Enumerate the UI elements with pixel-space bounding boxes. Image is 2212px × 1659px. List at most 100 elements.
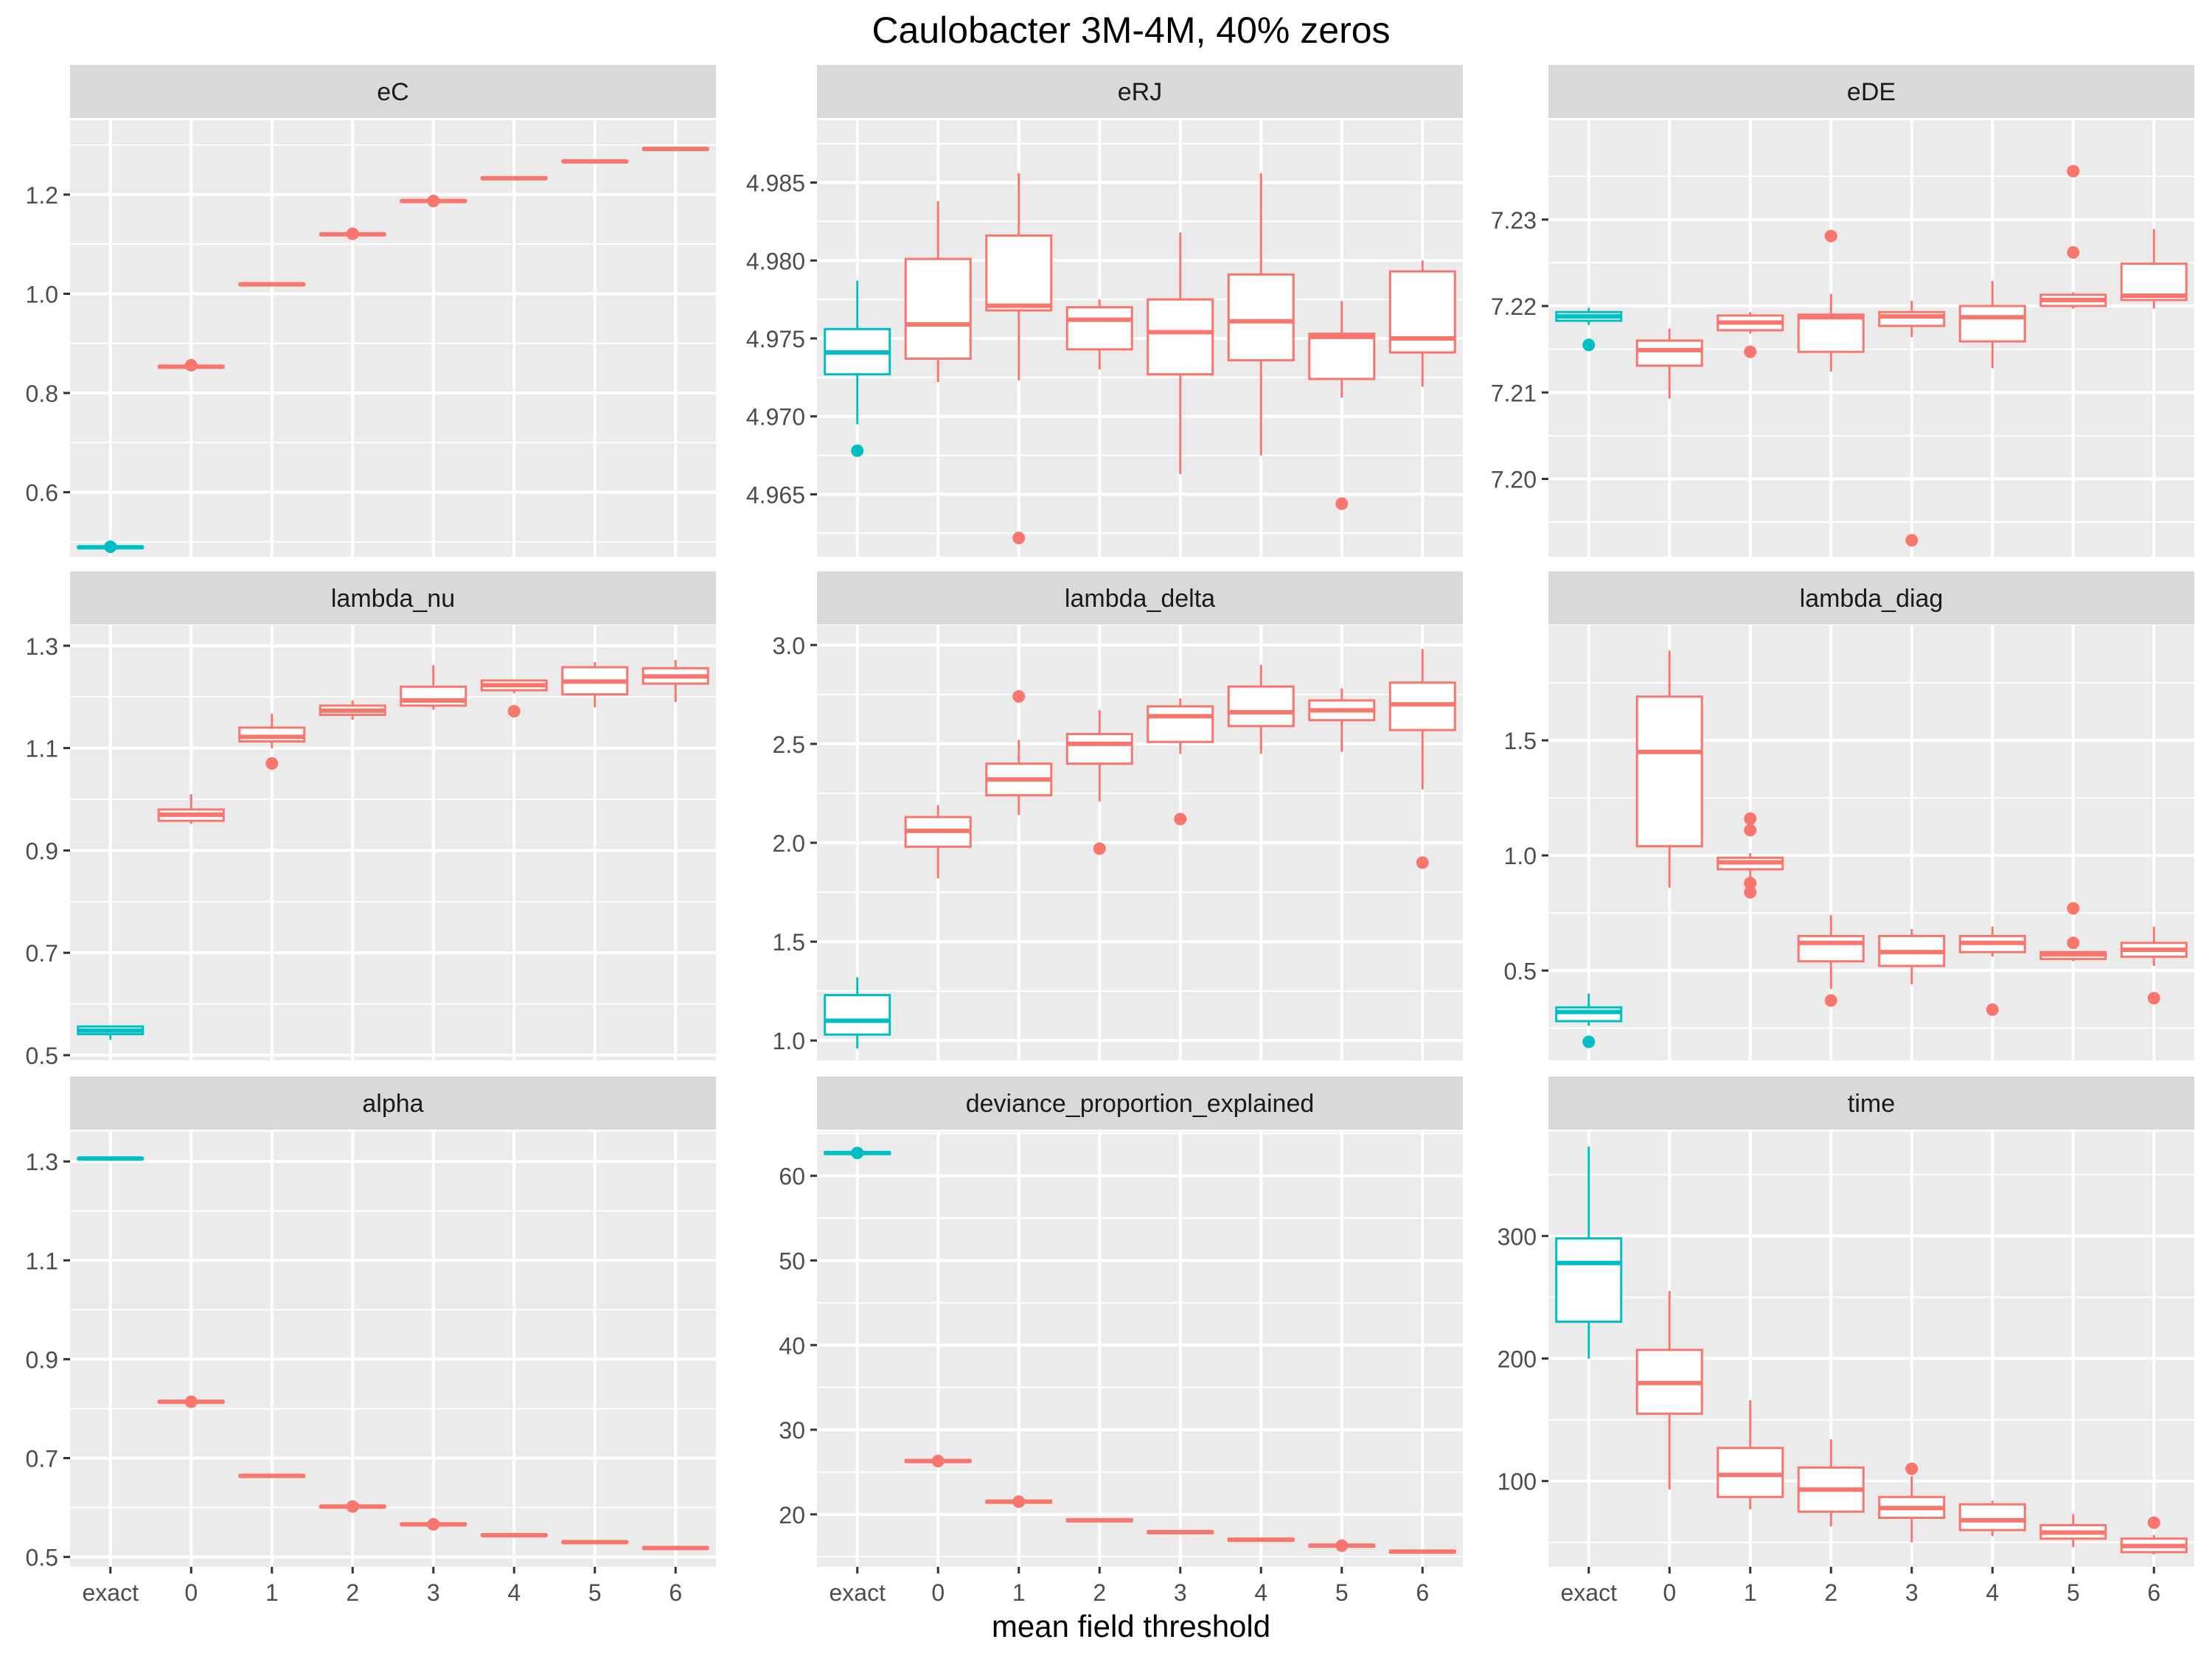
y-tick-label: 2.5 <box>773 731 805 758</box>
box-6 <box>2120 926 2188 1005</box>
facet-strip-label: lambda_nu <box>331 585 455 613</box>
box-1 <box>985 173 1053 545</box>
x-tick-label: 5 <box>588 1579 602 1606</box>
facet-strip <box>70 1077 716 1130</box>
box-2 <box>319 1500 386 1513</box>
box-iqr <box>1958 1503 2026 1531</box>
y-tick-label: 0.6 <box>26 480 58 507</box>
y-tick-label: 1.3 <box>26 1149 58 1175</box>
facet-strip-label: eRJ <box>1118 78 1162 106</box>
box-0 <box>157 358 225 372</box>
facet-panel-eDE: eDE 7.20 7.21 7.22 7.23 <box>1491 65 2194 557</box>
facet-panel-lambda_delta: lambda_delta 1.0 1.5 2.0 2.5 3.0 <box>773 571 1463 1060</box>
y-tick-label: 50 <box>779 1248 805 1274</box>
outlier-point <box>184 1395 198 1408</box>
y-tick-label: 1.1 <box>26 736 58 762</box>
box-iqr <box>1797 313 1865 353</box>
x-tick-label: 4 <box>1254 1579 1267 1606</box>
box-5 <box>561 1540 629 1545</box>
y-tick-label: 7.21 <box>1491 380 1537 406</box>
box-2 <box>1797 1439 1865 1527</box>
y-tick-label: 1.5 <box>773 929 805 956</box>
outlier-point <box>507 705 521 718</box>
panel-background <box>70 120 716 557</box>
facet-strip <box>70 571 716 625</box>
y-tick-label: 0.5 <box>1504 958 1537 984</box>
box-5 <box>1308 688 1376 752</box>
facet-strip <box>1548 571 2194 625</box>
box-6 <box>641 147 709 152</box>
x-tick-label: 3 <box>427 1579 440 1606</box>
y-tick-label: 1.1 <box>26 1248 58 1274</box>
facet-strip <box>817 571 1463 625</box>
y-tick-label: 0.7 <box>26 940 58 967</box>
y-tick-label: 4.980 <box>746 248 805 274</box>
box-0 <box>157 1395 225 1408</box>
box-4 <box>1227 173 1295 456</box>
outlier-point <box>1335 1539 1349 1552</box>
outlier-point <box>1744 824 1757 837</box>
box-1 <box>1717 812 1784 899</box>
x-tick-label: 0 <box>931 1579 945 1606</box>
box-4 <box>1227 664 1295 754</box>
x-tick-label: 5 <box>2067 1579 2080 1606</box>
x-tick-label: 6 <box>669 1579 682 1606</box>
x-tick-label: exact <box>1561 1579 1618 1606</box>
box-4 <box>480 1533 548 1538</box>
box-0 <box>904 805 972 879</box>
box-iqr <box>1717 1447 1784 1498</box>
facet-strip <box>1548 1077 2194 1130</box>
y-tick-label: 4.975 <box>746 326 805 352</box>
x-tick-label: 1 <box>1744 1579 1757 1606</box>
y-tick-label: 0.5 <box>26 1043 58 1069</box>
outlier-point <box>104 540 117 554</box>
y-tick-label: 1.3 <box>26 633 58 660</box>
x-tick-label: 3 <box>1905 1579 1919 1606</box>
outlier-point <box>427 1517 440 1531</box>
outlier-point <box>851 444 864 457</box>
box-exact <box>1555 307 1623 352</box>
box-exact <box>77 1025 145 1040</box>
box-6 <box>1388 260 1456 387</box>
facet-panel-lambda_diag: lambda_diag 0.5 1.0 1.5 <box>1504 571 2194 1060</box>
y-tick-label: 4.985 <box>746 170 805 197</box>
x-tick-label: 5 <box>1335 1579 1349 1606</box>
box-iqr <box>238 726 306 743</box>
facet-panel-eC: eC 0.6 0.8 1.0 1.2 <box>26 65 716 557</box>
outlier-point <box>1744 877 1757 890</box>
box-5 <box>561 661 629 708</box>
box-0 <box>1635 328 1703 399</box>
box-5 <box>2039 164 2107 309</box>
box-5 <box>1308 301 1376 510</box>
panel-background <box>1548 120 2194 557</box>
facet-strip-label: eC <box>377 78 408 106</box>
box-2 <box>1065 1517 1133 1523</box>
y-tick-label: 20 <box>779 1502 805 1528</box>
box-2 <box>1065 710 1133 855</box>
outlier-point <box>2147 1516 2160 1529</box>
box-1 <box>985 1495 1053 1509</box>
box-3 <box>1878 1462 1946 1543</box>
box-3 <box>1878 929 1946 984</box>
facet-panel-alpha: alpha 0.5 0.7 0.9 1.1 1.3 exact 0 1 2 3 4 5 6 <box>26 1077 716 1606</box>
box-2 <box>319 700 386 720</box>
box-iqr <box>1555 1237 1623 1324</box>
box-iqr <box>1797 934 1865 963</box>
box-0 <box>1635 650 1703 888</box>
facet-strip <box>817 65 1463 118</box>
outlier-point <box>1335 497 1349 510</box>
box-exact <box>824 280 891 457</box>
box-iqr <box>1065 306 1133 351</box>
chart-title: Caulobacter 3M-4M, 40% zeros <box>872 10 1390 51</box>
box-iqr <box>1635 695 1703 848</box>
facet-panels: eC 0.6 0.8 1.0 1.2 eRJ 4.965 4.970 4.975 4.980 4.9… <box>26 65 2194 1606</box>
y-tick-label: 4.970 <box>746 404 805 431</box>
box-iqr <box>1958 305 2026 343</box>
y-tick-label: 100 <box>1498 1469 1537 1495</box>
box-exact <box>824 977 891 1048</box>
outlier-point <box>1744 812 1757 825</box>
box-iqr <box>1227 273 1295 362</box>
box-iqr <box>824 994 891 1036</box>
outlier-point <box>1093 842 1106 855</box>
